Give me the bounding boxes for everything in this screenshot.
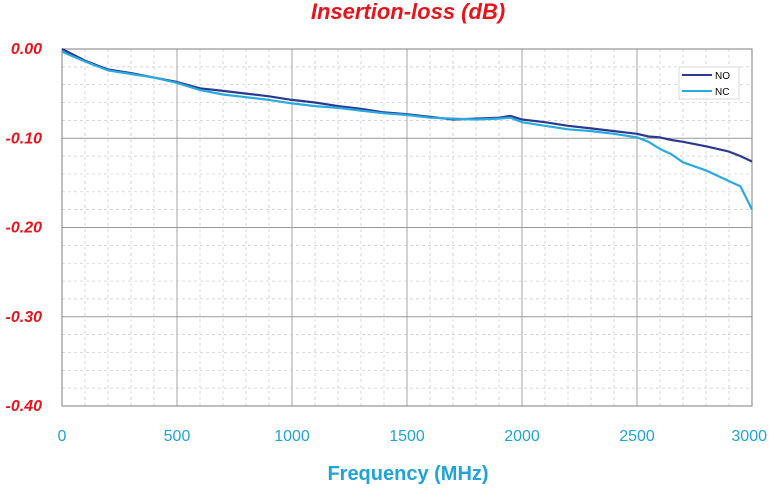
y-tick-label: 0.00 [11,41,42,58]
plot-area [61,48,753,407]
y-tick-label: -0.40 [6,398,43,415]
legend-box [678,66,740,100]
y-tick-label: -0.10 [6,130,43,147]
grid [62,49,752,406]
x-tick-label: 0 [58,428,67,445]
x-tick-label: 1500 [389,428,425,445]
x-tick-label: 1000 [274,428,310,445]
y-tick-label: -0.30 [6,309,43,326]
x-axis-label: Frequency (MHz) [327,463,488,485]
y-axis: 0.00 -0.10 -0.20 -0.30 -0.40 [6,41,43,415]
series-line-nc [61,50,753,211]
x-tick-label: 2500 [619,428,655,445]
legend-label-no: NO [715,71,730,82]
x-axis: 0 500 1000 1500 2000 2500 3000 [58,428,768,445]
legend: NO NC [678,66,740,100]
series-lines [61,48,753,211]
x-tick-label: 500 [164,428,191,445]
chart-title: Insertion-loss (dB) [311,0,505,24]
x-tick-label: 3000 [731,428,767,445]
x-tick-label: 2000 [504,428,540,445]
legend-label-nc: NC [715,87,729,98]
y-tick-label: -0.20 [6,220,43,237]
